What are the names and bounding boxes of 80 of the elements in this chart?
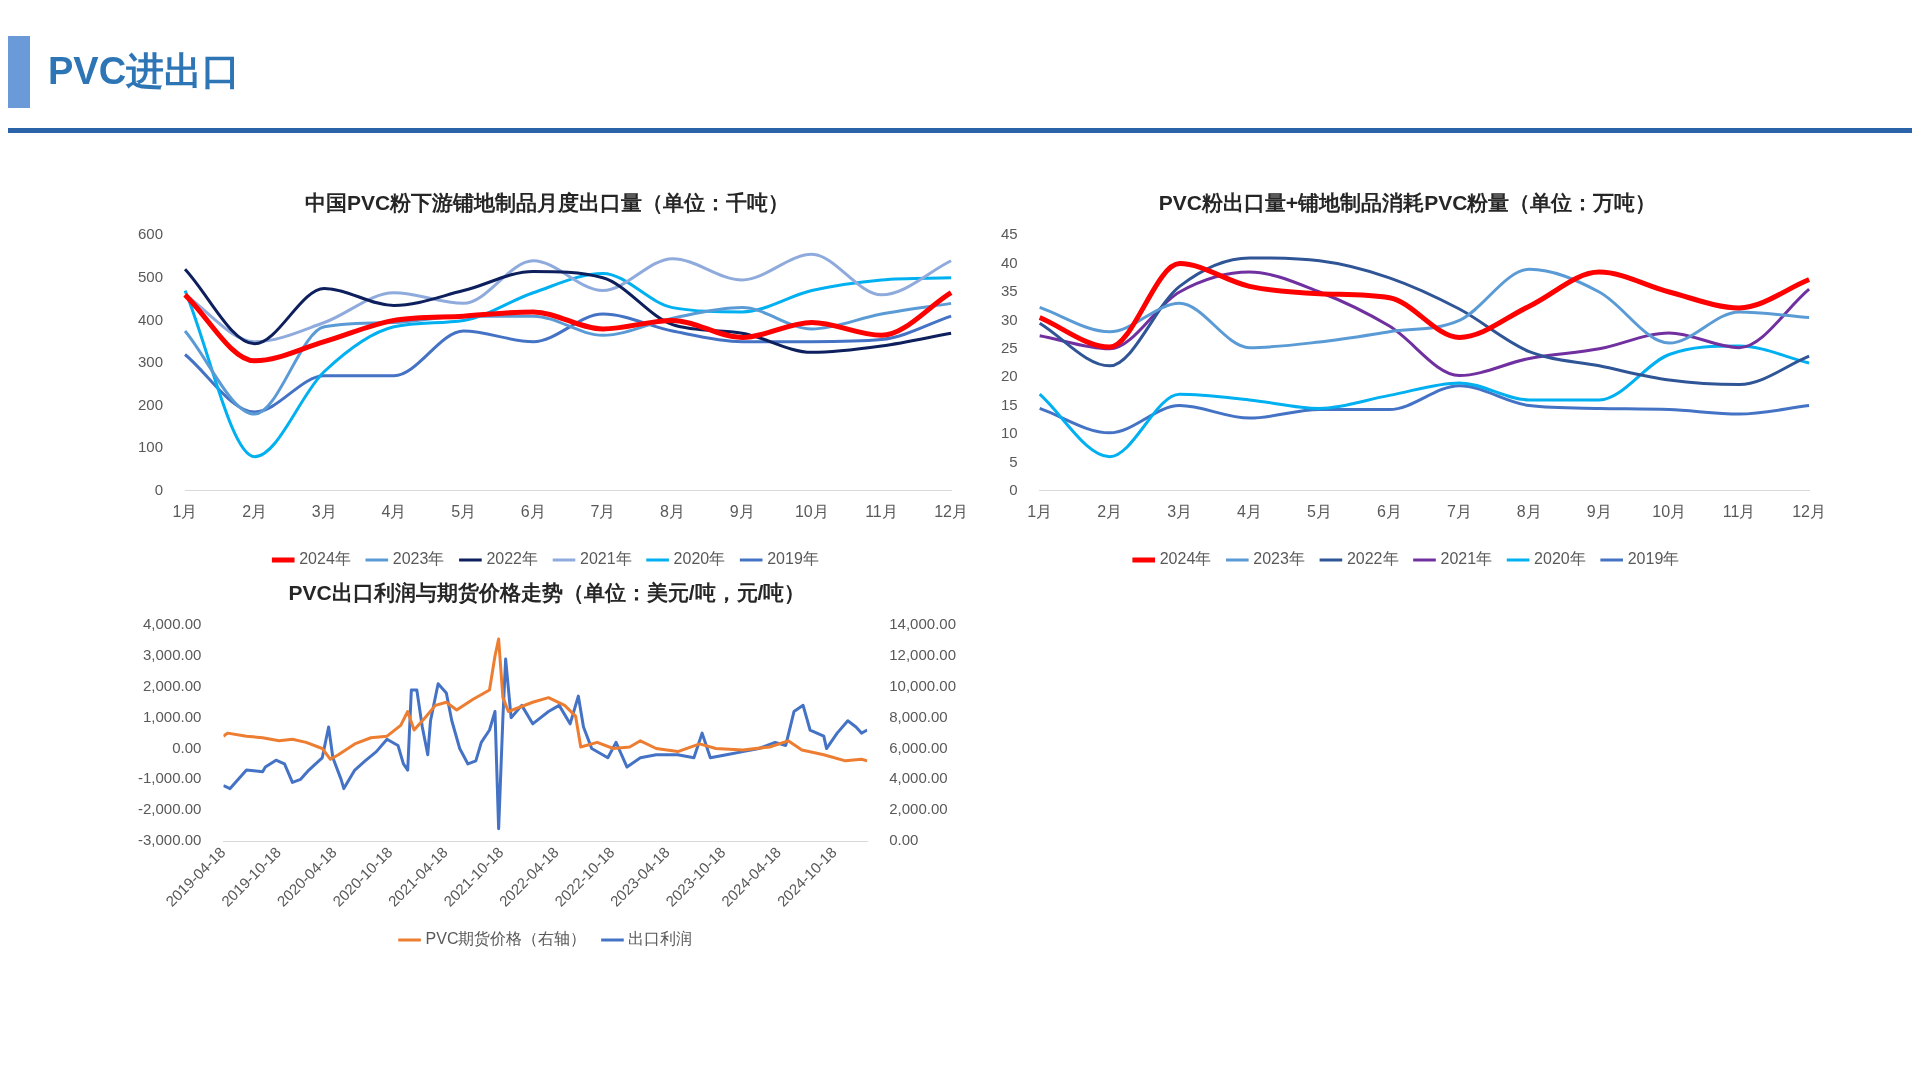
- y-tick-label: 0: [1009, 480, 1018, 498]
- line-series: [183, 267, 953, 354]
- y-tick-label: 20: [1001, 367, 1018, 385]
- y-tick-label: -1,000.00: [137, 769, 202, 787]
- x-tick-label: 11月: [865, 502, 898, 520]
- line-series: [1038, 256, 1811, 387]
- legend-label: 2024年: [299, 550, 351, 568]
- y-tick-label: -3,000.00: [137, 831, 202, 849]
- x-tick-label: 8月: [1516, 502, 1542, 520]
- y-tick-label: 30: [1001, 310, 1018, 328]
- y-tick-label: -2,000.00: [137, 800, 202, 818]
- legend-label: 2023年: [392, 550, 445, 568]
- x-tick-label: 1月: [172, 502, 198, 520]
- x-tick-label: 5月: [1307, 502, 1332, 520]
- y-tick-label: 25: [1001, 338, 1018, 356]
- legend-label: 2021年: [1440, 550, 1493, 568]
- y2-tick-label: 4,000.00: [889, 769, 948, 787]
- x-tick-label: 8月: [660, 502, 685, 520]
- line-series: [1038, 384, 1811, 435]
- y-tick-label: 4,000.00: [142, 615, 202, 633]
- x-tick-label: 4月: [1237, 502, 1262, 520]
- y-tick-label: 200: [138, 395, 164, 413]
- y-tick-label: 400: [138, 310, 164, 328]
- y2-tick-label: 14,000.00: [889, 615, 956, 633]
- x-tick-label: 6月: [1376, 502, 1402, 520]
- y-tick-label: 500: [138, 267, 164, 285]
- line-series: [183, 272, 953, 459]
- y-tick-label: 0.00: [172, 738, 202, 756]
- y-tick-label: 0: [154, 480, 164, 498]
- legend-label: 2022年: [1346, 550, 1399, 568]
- legend-label: 2022年: [486, 550, 538, 568]
- x-tick-label: 7月: [1446, 502, 1472, 520]
- x-tick-label: 2月: [242, 502, 268, 520]
- legend-label: 2020年: [673, 550, 726, 568]
- y-tick-label: 10: [1001, 424, 1018, 442]
- line-series: [1038, 344, 1811, 459]
- y2-tick-label: 8,000.00: [889, 707, 948, 725]
- y-tick-label: 35: [1001, 282, 1018, 300]
- x-tick-label: 2月: [1097, 502, 1123, 520]
- chart-title: 中国PVC粉下游铺地制品月度出口量（单位：千吨）: [304, 191, 790, 215]
- y-tick-label: 300: [138, 353, 164, 371]
- legend-label: 2020年: [1534, 550, 1586, 568]
- legend-label: PVC期货价格（右轴）: [425, 930, 587, 948]
- legend-label: 2019年: [1627, 550, 1680, 568]
- y-tick-label: 40: [1001, 253, 1018, 271]
- x-tick-label: 7月: [590, 502, 616, 520]
- y2-tick-label: 2,000.00: [889, 800, 948, 818]
- legend-label: 2021年: [580, 550, 632, 568]
- x-tick-label: 3月: [311, 502, 337, 520]
- x-tick-label: 3月: [1167, 502, 1193, 520]
- x-tick-label: 10月: [794, 502, 829, 520]
- x-tick-label: 5月: [451, 502, 477, 520]
- x-tick-label: 9月: [729, 502, 755, 520]
- y-tick-label: 15: [1001, 395, 1018, 413]
- y-tick-label: 45: [1001, 225, 1018, 243]
- y-tick-label: 1,000.00: [142, 707, 202, 725]
- x-tick-label: 6月: [520, 502, 546, 520]
- y2-tick-label: 6,000.00: [889, 738, 948, 756]
- chart-title: PVC粉出口量+铺地制品消耗PVC粉量（单位：万吨）: [1158, 191, 1657, 215]
- x-tick-label: 11月: [1722, 502, 1756, 520]
- y-tick-label: 3,000.00: [142, 646, 202, 664]
- legend-label: 出口利润: [628, 930, 693, 948]
- x-tick-label: 12月: [934, 502, 968, 520]
- y-tick-label: 2,000.00: [142, 677, 202, 694]
- y2-tick-label: 0.00: [889, 831, 919, 849]
- y-tick-label: 100: [138, 438, 164, 456]
- x-tick-label: 1月: [1027, 502, 1053, 520]
- x-tick-label: 4月: [381, 502, 407, 520]
- x-tick-label: 9月: [1586, 502, 1612, 520]
- legend-label: 2024年: [1159, 550, 1212, 568]
- x-tick-label: 12月: [1792, 502, 1826, 520]
- y2-tick-label: 10,000.00: [889, 677, 956, 694]
- y-tick-label: 5: [1009, 452, 1018, 470]
- y-tick-label: 600: [138, 225, 164, 243]
- chart-title: PVC出口利润与期货价格走势（单位：美元/吨，元/吨）: [288, 581, 806, 606]
- legend-label: 2019年: [767, 550, 819, 568]
- y2-tick-label: 12,000.00: [889, 646, 956, 664]
- x-tick-label: 10月: [1652, 502, 1687, 520]
- text: PVC进出口: [48, 49, 241, 94]
- legend-label: 2023年: [1253, 550, 1305, 568]
